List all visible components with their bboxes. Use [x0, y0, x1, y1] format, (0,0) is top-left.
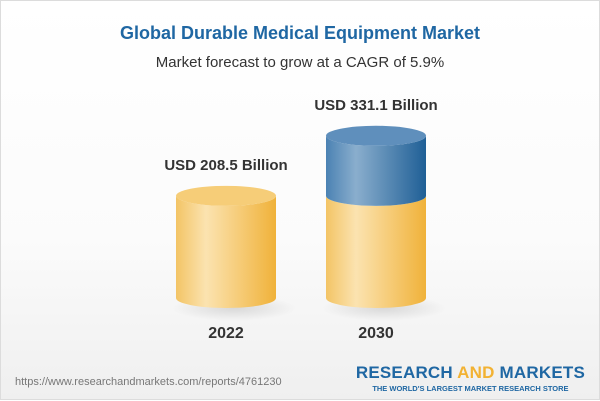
bar-2022-top — [176, 185, 276, 206]
data-label: USD 208.5 Billion — [164, 157, 287, 174]
category-label: 2030 — [358, 325, 394, 342]
source-url[interactable]: https://www.researchandmarkets.com/repor… — [15, 376, 282, 388]
bar-2030-growth-top — [326, 125, 426, 146]
bar-2030-growth — [326, 135, 426, 206]
chart-subtitle: Market forecast to grow at a CAGR of 5.9… — [155, 54, 445, 71]
bar-2022 — [176, 195, 276, 308]
chart-title: Global Durable Medical Equipment Market — [119, 23, 481, 43]
bar-2030-base — [326, 195, 426, 308]
data-label: USD 331.1 Billion — [314, 97, 437, 114]
category-label: 2022 — [208, 325, 244, 342]
research-and-markets-logo: RESEARCH AND MARKETS THE WORLD'S LARGEST… — [355, 363, 585, 393]
